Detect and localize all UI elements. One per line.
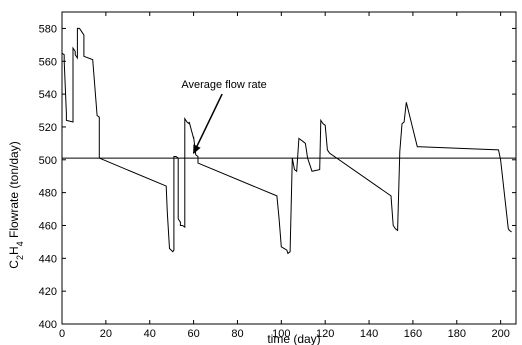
x-tick-label: 180 <box>448 328 466 340</box>
x-tick-label: 0 <box>59 328 65 340</box>
plot-frame <box>61 11 517 325</box>
y-tick-label: 460 <box>39 220 57 232</box>
y-axis-label: C2H4 Flowrate (ton/day) <box>7 141 25 268</box>
x-tick-label: 140 <box>360 328 378 340</box>
flowrate-series-line <box>61 27 512 255</box>
x-tick-label: 100 <box>272 328 290 340</box>
y-tick-label: 400 <box>39 319 57 331</box>
y-tick-label: 540 <box>39 89 57 101</box>
x-tick-label: 80 <box>231 328 243 340</box>
y-tick-label: 560 <box>39 56 57 68</box>
x-tick-label: 20 <box>100 328 112 340</box>
y-tick-label: 520 <box>39 122 57 134</box>
y-tick-label: 440 <box>39 253 57 265</box>
x-tick-label: 160 <box>404 328 422 340</box>
x-tick-label: 60 <box>187 328 199 340</box>
y-tick-label: 480 <box>39 188 57 200</box>
y-tick-label: 580 <box>39 23 57 35</box>
annotation-arrow <box>192 93 223 155</box>
x-tick-label: 40 <box>144 328 156 340</box>
annotation-text: Average flow rate <box>181 79 266 91</box>
y-tick-label: 500 <box>39 155 57 167</box>
svg-text:C2H4 Flowrate (ton/day): C2H4 Flowrate (ton/day) <box>7 141 25 268</box>
x-axis-label: time (day) <box>267 332 320 345</box>
x-tick-label: 200 <box>491 328 509 340</box>
y-tick-label: 420 <box>39 286 57 298</box>
x-tick-label: 120 <box>316 328 334 340</box>
